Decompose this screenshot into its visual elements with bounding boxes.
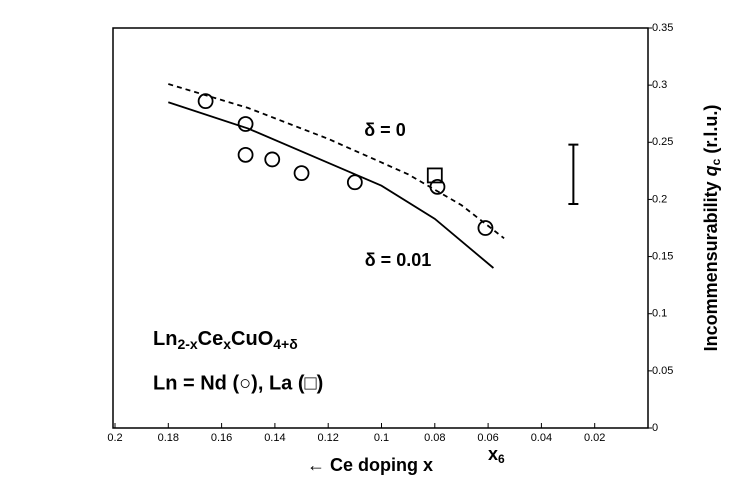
x-extra-part: 6 [498, 452, 505, 466]
x-tick-label: 0.14 [264, 432, 285, 444]
x-tick-label: 0.2 [107, 432, 122, 444]
y-tick-label: 0.05 [652, 365, 673, 377]
x-tick-label: 0.12 [317, 432, 338, 444]
x-extra-part: x [488, 444, 498, 464]
data-point [237, 146, 254, 163]
formula-part: Ce [198, 328, 224, 350]
data-point [477, 220, 494, 236]
line-label: δ = 0.01 [365, 250, 431, 270]
data-point [264, 151, 281, 168]
formula-part: 4+δ [273, 336, 297, 352]
legend-text: Ln = Nd (○), La (□) [153, 372, 323, 394]
y-label-part: Incommensurability [701, 176, 721, 351]
y-tick-label: 0.35 [652, 22, 673, 34]
x-tick-label: 0.04 [531, 432, 552, 444]
y-label-part: c [709, 158, 723, 165]
x-tick-label: 0.16 [211, 432, 232, 444]
fit-line [168, 83, 505, 239]
formula-part: Ln [153, 328, 177, 350]
x-tick-label: 0.1 [374, 432, 389, 444]
data-point [293, 165, 310, 182]
x-tick-label: 0.08 [424, 432, 445, 444]
formula-part: 2-x [177, 336, 197, 352]
y-tick-label: 0.3 [652, 79, 667, 91]
y-tick-label: 0.1 [652, 308, 667, 320]
error-bar [568, 143, 579, 205]
x-tick-label: 0.18 [158, 432, 179, 444]
data-point [346, 174, 363, 191]
formula-part: x [223, 336, 231, 352]
formula: Ln2-xCexCuO4+δ [153, 328, 298, 351]
formula-part: CuO [231, 328, 273, 350]
y-axis-label: Incommensurability qc (r.l.u.) [701, 105, 723, 352]
x-axis-label: ← Ce doping x [307, 455, 433, 475]
x-tick-label: 0.06 [477, 432, 498, 444]
fit-line [168, 101, 495, 269]
plot-frame [112, 27, 649, 429]
y-tick-label: 0 [652, 422, 658, 434]
y-label-part: q [701, 165, 721, 176]
data-point [197, 93, 214, 110]
data-point [429, 178, 446, 195]
data-point [237, 116, 254, 132]
y-tick-label: 0.15 [652, 250, 673, 262]
x-axis-extra: x6 [488, 444, 505, 466]
y-label-part: (r.l.u.) [701, 105, 721, 159]
y-tick-label: 0.25 [652, 136, 673, 148]
line-label: δ = 0 [364, 120, 405, 140]
y-tick-label: 0.2 [652, 193, 667, 205]
x-tick-label: 0.02 [584, 432, 605, 444]
data-point [426, 167, 443, 184]
